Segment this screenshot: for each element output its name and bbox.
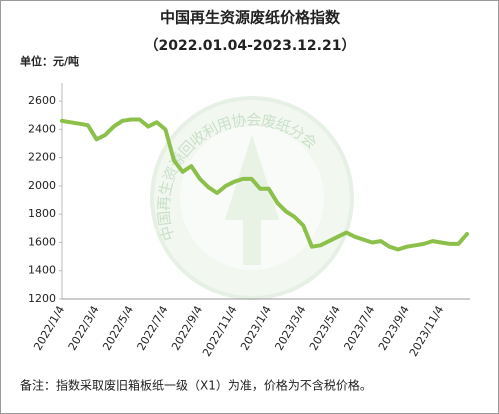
y-tick-label: 1400 — [28, 264, 56, 277]
chart-subtitle: （2022.01.04-2023.12.21） — [145, 38, 356, 54]
price-line — [60, 117, 469, 252]
watermark-logo — [150, 96, 354, 300]
y-tick-label: 2400 — [28, 122, 56, 135]
chart-title: 中国再生资源废纸价格指数 — [160, 9, 341, 27]
y-tick-label: 1800 — [28, 207, 56, 220]
y-tick-label: 1600 — [28, 235, 56, 248]
y-tick-label: 2000 — [28, 179, 56, 192]
y-tick-label: 1200 — [28, 292, 56, 305]
footnote: 备注：指数采取废旧箱板纸一级（X1）为准，价格为不含税价格。 — [20, 378, 372, 393]
y-tick-label: 2200 — [28, 151, 56, 164]
unit-label: 单位：元/吨 — [20, 54, 79, 68]
y-tick-label: 2600 — [28, 94, 56, 107]
